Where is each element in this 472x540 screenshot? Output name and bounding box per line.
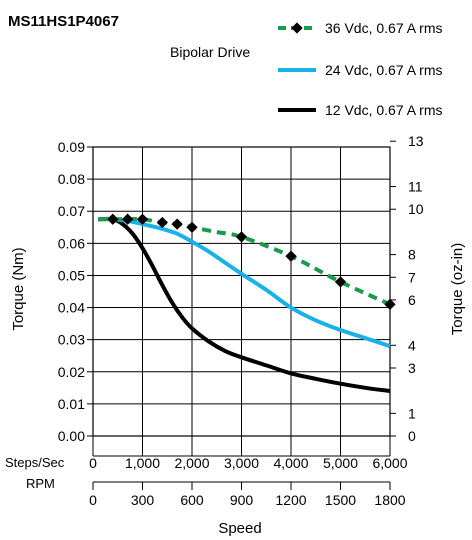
legend-label-24v: 24 Vdc, 0.67 A rms [325,62,443,78]
y2-tick-label: 8 [408,247,416,263]
y-tick-label: 0.02 [58,364,85,380]
x-rpm-tick-label: 900 [230,492,254,508]
legend-item-12v: 12 Vdc, 0.67 A rms [278,102,443,118]
legend: 36 Vdc, 0.67 A rms 24 Vdc, 0.67 A rms 12… [278,20,443,118]
series-marker-36v [107,213,119,225]
grid [92,146,391,437]
y-tick-label: 0.03 [58,332,85,348]
x-rpm-tick-label: 1500 [325,492,356,508]
x-steps-tick-label: 3,000 [224,455,259,471]
x-steps-tick-label: 4,000 [273,455,308,471]
x-steps-label: Steps/Sec [5,455,65,470]
y2-tick-label: 4 [408,337,416,353]
y-axis-label: Torque (Nm) [10,247,27,330]
x-steps-tick-label: 0 [89,455,97,471]
x-steps-tick-label: 5,000 [323,455,358,471]
y-tick-label: 0.00 [58,428,85,444]
x-rpm-tick-label: 1200 [275,492,306,508]
legend-label-12v: 12 Vdc, 0.67 A rms [325,102,443,118]
y-tick-label: 0.06 [58,235,85,251]
x-rpm-tick-label: 600 [180,492,204,508]
x-steps-tick-label: 1,000 [125,455,160,471]
legend-label-36v: 36 Vdc, 0.67 A rms [325,20,443,36]
y-tick-label: 0.01 [58,396,85,412]
x-rpm-tick-label: 300 [131,492,155,508]
y2-tick-label: 1 [408,405,416,421]
axes: 0.00 0.01 0.02 0.03 0.04 0.05 0.06 0.07 0.08 0.09… [58,133,424,508]
y-tick-label: 0.08 [58,171,85,187]
y2-tick-label: 10 [408,201,424,217]
x-steps-tick-label: 6,000 [372,455,407,471]
legend-item-24v: 24 Vdc, 0.67 A rms [278,62,443,78]
y-tick-label: 0.05 [58,267,85,283]
y2-axis-label: Torque (oz-in) [449,243,466,336]
series-line-12v [97,216,391,393]
x-axis-label: Speed [218,520,261,537]
y-tick-label: 0.04 [58,300,85,316]
series-marker-36v [235,231,248,243]
x-steps-tick-label: 2,000 [174,455,209,471]
series-marker-36v [334,276,347,288]
y2-tick-label: 13 [408,133,424,149]
y2-tick-label: 3 [408,360,416,376]
series-marker-36v [186,221,198,233]
x-rpm-tick-label: 0 [89,492,97,508]
legend-marker-36v [291,22,303,34]
y2-tick-label: 0 [408,428,416,444]
y-tick-label: 0.09 [58,139,85,155]
y2-tick-label: 6 [408,292,416,308]
series-marker-36v [285,250,297,262]
y2-tick-label: 11 [408,179,423,195]
series-marker-36v [156,216,168,229]
legend-item-36v: 36 Vdc, 0.67 A rms [278,20,443,36]
chart-title: MS11HS1P4067 [8,13,119,30]
chart-subtitle: Bipolar Drive [170,44,250,60]
series-line-36v [98,216,391,307]
y2-tick-label: 7 [408,269,416,285]
x-rpm-tick-label: 1800 [374,492,405,508]
x-rpm-label: RPM [26,476,55,491]
y-tick-label: 0.07 [58,203,85,219]
series-marker-36v [171,218,183,230]
series-line-24v [97,217,391,349]
